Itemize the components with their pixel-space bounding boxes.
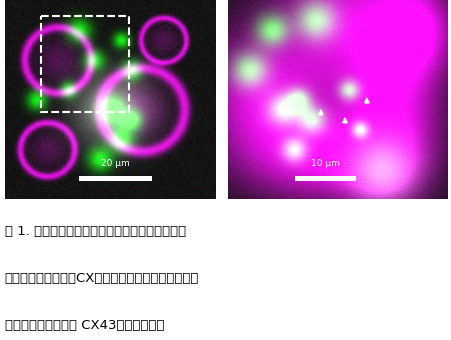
Bar	[78, 175, 152, 181]
Bar	[294, 175, 355, 181]
Text: 20 μm: 20 μm	[101, 158, 129, 168]
Text: 在するコネキシン（CX、上図）と筋上皮細胞上（紫: 在するコネキシン（CX、上図）と筋上皮細胞上（紫	[5, 272, 198, 285]
Text: 色）に多く分布する CX43（下図矢印）: 色）に多く分布する CX43（下図矢印）	[5, 319, 164, 332]
Text: 10 μm: 10 μm	[310, 158, 339, 168]
Bar	[41, 16, 129, 112]
Text: 図 1. 汗腺の収縮に関与している筋上皮細胞に存: 図 1. 汗腺の収縮に関与している筋上皮細胞に存	[5, 225, 185, 238]
